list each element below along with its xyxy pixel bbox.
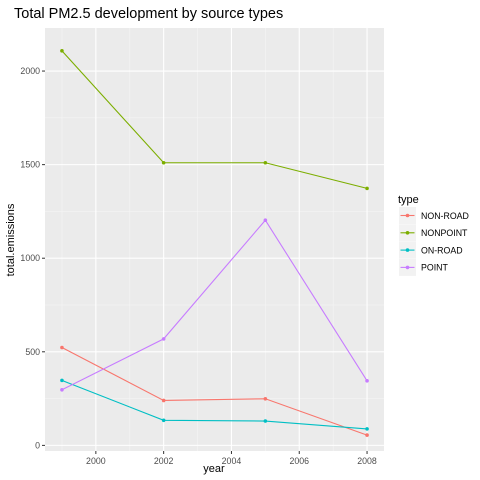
legend-key-point bbox=[405, 248, 410, 252]
plot-panel bbox=[45, 28, 384, 451]
legend-key-point bbox=[405, 231, 410, 235]
data-point-nonpoint bbox=[365, 186, 369, 191]
legend-item-non-road: NON-ROAD bbox=[399, 207, 469, 224]
x-tick-label: 2004 bbox=[222, 456, 242, 466]
x-tick-label: 2006 bbox=[289, 456, 309, 466]
major-gridlines bbox=[45, 28, 384, 451]
legend-key-point bbox=[405, 265, 410, 270]
minor-gridlines bbox=[45, 28, 384, 451]
data-point-non-road bbox=[365, 433, 369, 437]
data-point-non-road bbox=[263, 396, 268, 401]
legend-item-on-road: ON-ROAD bbox=[399, 241, 463, 259]
data-point-non-road bbox=[161, 398, 166, 403]
series-line-point bbox=[61, 219, 368, 391]
data-point-point bbox=[263, 218, 268, 223]
y-tick-label: 0 bbox=[35, 440, 40, 450]
data-point-point bbox=[60, 387, 64, 392]
legend-label: ON-ROAD bbox=[421, 245, 463, 255]
x-tick-label: 2008 bbox=[357, 456, 377, 466]
x-tick-label: 2000 bbox=[86, 456, 106, 466]
legend-item-nonpoint: NONPOINT bbox=[399, 224, 468, 242]
data-point-nonpoint bbox=[60, 49, 64, 53]
legend-item-point: POINT bbox=[399, 258, 449, 276]
x-axis-title: year bbox=[203, 463, 225, 475]
y-tick-label: 1000 bbox=[20, 253, 40, 263]
data-point-point bbox=[365, 379, 369, 383]
data-point-on-road bbox=[161, 418, 166, 423]
series-line-on-road bbox=[61, 379, 368, 430]
data-point-non-road bbox=[60, 345, 64, 350]
series-line-nonpoint bbox=[61, 50, 368, 189]
legend-label: NONPOINT bbox=[421, 228, 468, 238]
data-point-on-road bbox=[365, 427, 369, 431]
legend-items: NON-ROAD NONPOINT ON-ROAD POINT bbox=[399, 207, 469, 276]
data-point-on-road bbox=[263, 419, 268, 423]
y-tick-label: 2000 bbox=[20, 66, 40, 76]
legend-key-point bbox=[405, 213, 410, 218]
chart-title: Total PM2.5 development by source types bbox=[14, 6, 283, 22]
series-lines bbox=[61, 50, 368, 436]
y-axis-ticks: 0 500 1000 1500 2000 bbox=[20, 66, 45, 450]
y-tick-label: 1500 bbox=[20, 160, 40, 170]
legend-label: NON-ROAD bbox=[421, 211, 469, 221]
legend-title: type bbox=[398, 194, 419, 206]
data-point-nonpoint bbox=[161, 160, 166, 165]
y-tick-label: 500 bbox=[25, 347, 40, 357]
y-axis-title: total.emissions bbox=[5, 203, 17, 276]
x-axis-ticks: 2000 2002 2004 2006 2008 bbox=[86, 451, 377, 466]
legend-label: POINT bbox=[421, 263, 449, 273]
x-tick-label: 2002 bbox=[154, 456, 174, 466]
legend: type NON-ROAD NONPOINT ON-ROAD POINT bbox=[398, 194, 469, 276]
data-point-nonpoint bbox=[263, 160, 268, 165]
data-point-on-road bbox=[60, 378, 64, 383]
series-line-non-road bbox=[61, 347, 368, 436]
series-points bbox=[60, 49, 369, 437]
data-point-point bbox=[161, 337, 166, 341]
